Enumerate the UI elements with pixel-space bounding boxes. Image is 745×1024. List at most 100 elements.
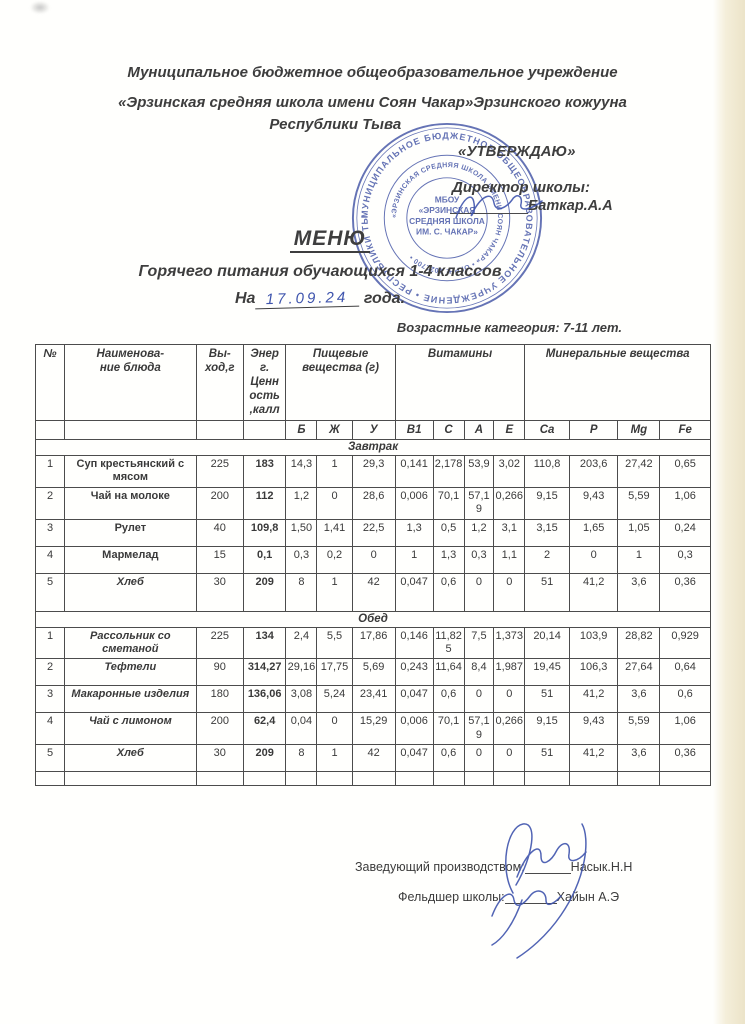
- table-cell: 0,047: [394, 572, 434, 612]
- approve-label: «УТВЕРЖДАЮ»: [458, 143, 576, 160]
- menu-subtitle: Горячего питания обучающихся 1-4 классов: [138, 263, 502, 280]
- table-cell: [568, 771, 619, 787]
- table-cell: [316, 771, 353, 787]
- column-header: Ca: [524, 419, 570, 441]
- table-cell: 51: [524, 685, 570, 714]
- table-cell: 2: [524, 545, 570, 574]
- org-name-line3: Республики Тыва: [269, 116, 402, 133]
- table-cell: 0: [493, 744, 526, 773]
- table-cell: 200: [195, 486, 244, 520]
- table-cell: 0,64: [659, 658, 711, 687]
- table-cell: 134: [242, 626, 287, 660]
- table-cell: 2,178: [432, 455, 465, 488]
- table-cell: 0,36: [659, 744, 711, 773]
- table-cell: 1,987: [493, 658, 526, 687]
- table-cell: [285, 771, 318, 787]
- table-cell: 200: [195, 712, 244, 746]
- table-cell: 51: [524, 744, 570, 773]
- school-seal-stamp-icon: МУНИЦИПАЛЬНОЕ БЮДЖЕТНОЕ ОБЩЕОБРАЗОВАТЕЛЬ…: [349, 120, 543, 314]
- table-cell: 5,5: [316, 626, 353, 660]
- table-cell: 8,4: [463, 658, 495, 687]
- stamp-center-line: СРЕДНЯЯ ШКОЛА: [409, 216, 485, 226]
- table-cell: 209: [242, 572, 287, 612]
- table-cell: 0,5: [432, 518, 465, 547]
- table-cell: Суп крестьянский с мясом: [64, 455, 197, 488]
- table-cell: 41,2: [568, 744, 619, 773]
- table-cell: 1: [316, 572, 353, 612]
- table-cell: 0,006: [394, 486, 434, 520]
- column-header: C: [432, 419, 465, 441]
- column-header: Fe: [659, 419, 711, 441]
- table-cell: 57,19: [463, 712, 495, 746]
- table-cell: [493, 771, 526, 787]
- age-category-note: Возрастные категория: 7-11 лет.: [396, 320, 622, 335]
- table-cell: 1,3: [394, 518, 434, 547]
- table-cell: 41,2: [568, 572, 619, 612]
- table-cell: 51: [524, 572, 570, 612]
- table-cell: 9,15: [524, 712, 570, 746]
- column-header: Вы- ход,г: [195, 344, 244, 421]
- table-cell: 0,006: [394, 712, 434, 746]
- table-cell: 0: [493, 572, 526, 612]
- column-header: Минеральные вещества: [524, 344, 711, 421]
- table-cell: [351, 771, 396, 787]
- table-cell: [242, 771, 287, 787]
- table-cell: 1,06: [659, 486, 711, 520]
- table-cell: 53,9: [463, 455, 495, 488]
- table-cell: 90: [195, 658, 244, 687]
- director-signature-line: Баткар.А.А: [450, 198, 613, 214]
- table-cell: 1,2: [285, 486, 318, 520]
- table-cell: 314,27: [242, 658, 287, 687]
- menu-table-head: № Наименова- ние блюда Вы- ход,г Энер г. Це…: [34, 344, 711, 441]
- table-cell: 0,3: [463, 545, 495, 574]
- table-cell: 17,86: [351, 626, 396, 660]
- production-manager-label: Заведующий производством:: [355, 860, 525, 874]
- table-cell: 9,43: [568, 486, 619, 520]
- table-cell: 20,14: [524, 626, 570, 660]
- table-cell: 103,9: [568, 626, 619, 660]
- org-name-line2: «Эрзинская средняя школа имени Соян Чака…: [118, 94, 627, 111]
- table-cell: 3: [34, 685, 66, 714]
- table-cell: 41,2: [568, 685, 619, 714]
- production-manager-signature-scribble: [505, 823, 533, 894]
- table-cell: 70,1: [432, 712, 465, 746]
- empty-row: [34, 771, 711, 787]
- table-cell: 106,3: [568, 658, 619, 687]
- table-cell: 1,41: [316, 518, 353, 547]
- table-row: 2 Тефтели 90 314,27 29,16 17,75 5,69 0,243 11,64…: [34, 658, 711, 687]
- table-cell: 1,65: [568, 518, 619, 547]
- table-cell: 203,6: [568, 455, 619, 488]
- column-header: Ж: [316, 419, 353, 441]
- table-cell: 9,43: [568, 712, 619, 746]
- table-cell: 5: [34, 572, 66, 612]
- table-cell: 0: [351, 545, 396, 574]
- table-cell: 1: [617, 545, 661, 574]
- table-cell: 0,146: [394, 626, 434, 660]
- table-cell: 27,42: [617, 455, 661, 488]
- column-header: Витамины: [394, 344, 526, 421]
- handwritten-date: 17.09.24: [255, 288, 360, 310]
- org-name-line1: Муниципальное бюджетное общеобразователь…: [127, 64, 618, 81]
- table-row: 4 Мармелад 15 0,1 0,3 0,2 0 1 1,3 0,3 1,1 2 0 1 0,3: [34, 545, 711, 574]
- table-cell: 0,6: [659, 685, 711, 714]
- table-cell: 209: [242, 744, 287, 773]
- table-cell: Рулет: [64, 518, 197, 547]
- table-cell: 0,047: [394, 685, 434, 714]
- table-cell: Чай на молоке: [64, 486, 197, 520]
- column-header: Наименова- ние блюда: [64, 344, 197, 421]
- table-cell: 42: [351, 572, 396, 612]
- table-cell: 29,16: [285, 658, 318, 687]
- table-cell: 0,65: [659, 455, 711, 488]
- table-cell: 9,15: [524, 486, 570, 520]
- table-cell: 0,6: [432, 685, 465, 714]
- table-cell: 57,19: [463, 486, 495, 520]
- table-cell: 23,41: [351, 685, 396, 714]
- table-cell: 29,3: [351, 455, 396, 488]
- table-cell: 22,5: [351, 518, 396, 547]
- table-cell: [524, 771, 570, 787]
- table-cell: 5,69: [351, 658, 396, 687]
- table-cell: 1,3: [432, 545, 465, 574]
- table-cell: Рассольник со сметаной: [64, 626, 197, 660]
- table-cell: 2: [34, 486, 66, 520]
- column-header: [64, 419, 197, 441]
